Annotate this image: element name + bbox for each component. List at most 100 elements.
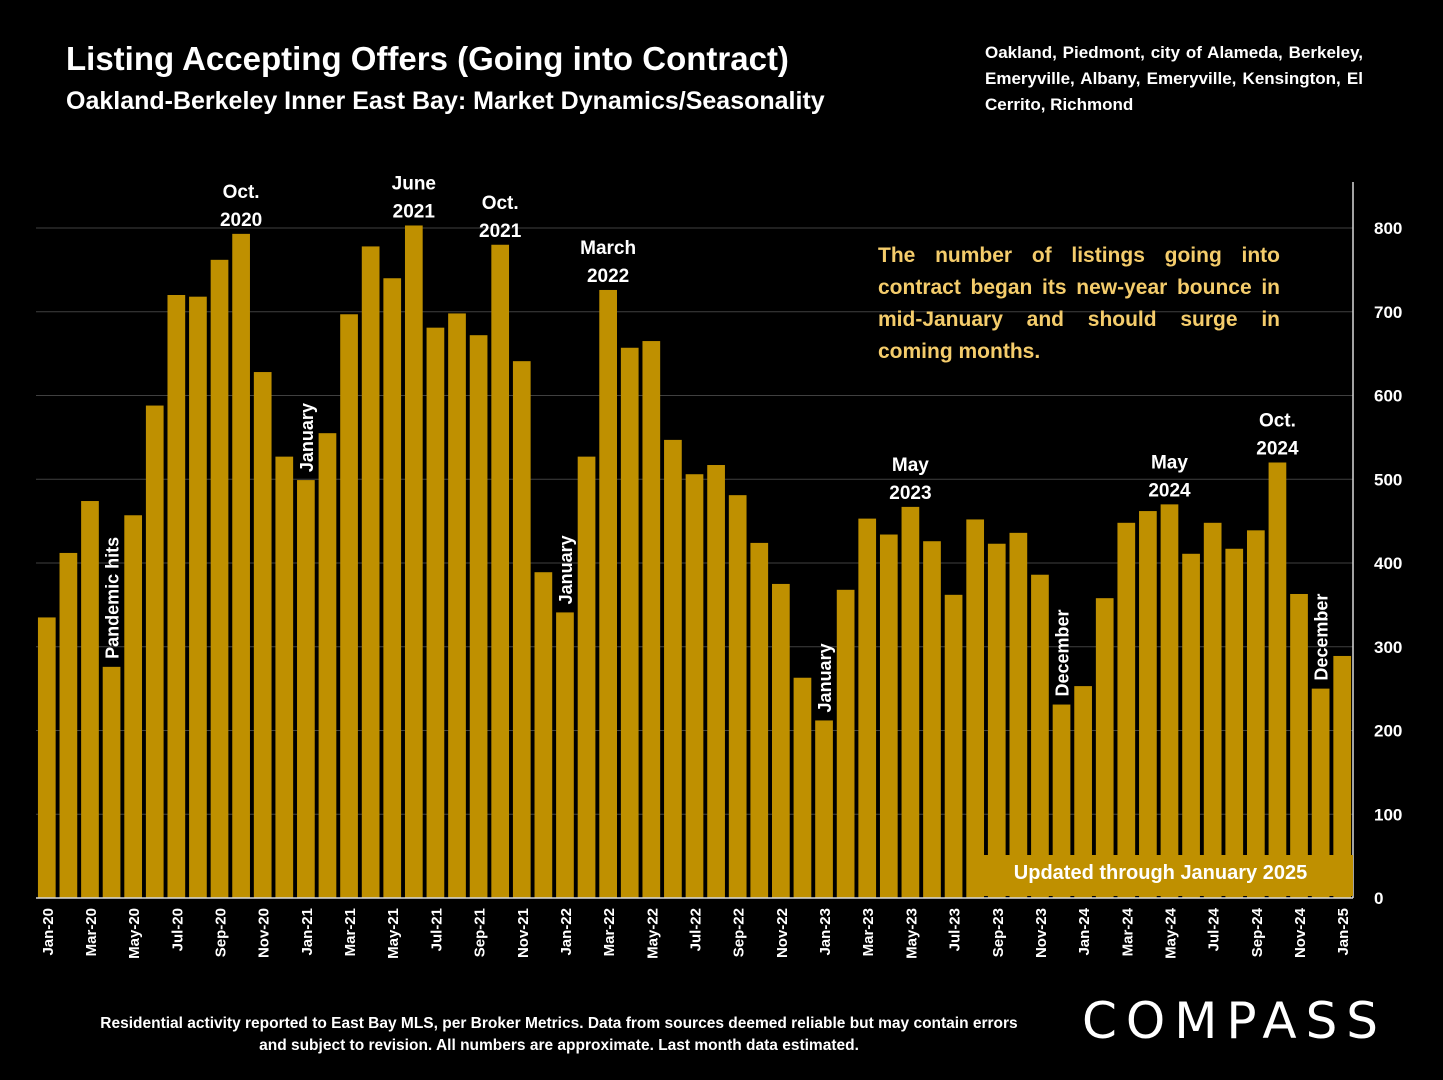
bar-Jan-20 — [37, 617, 56, 898]
y-tick-label: 500 — [1374, 470, 1402, 489]
x-tick-label: Nov-24 — [1292, 907, 1309, 958]
x-tick-label: Jul-23 — [947, 908, 964, 951]
annotation-label: June 2021 — [392, 173, 436, 222]
bar-Aug-22 — [707, 465, 725, 898]
bar-Apr-20 — [102, 666, 121, 898]
x-tick-label: Sep-24 — [1249, 907, 1266, 957]
bar-Nov-20 — [253, 372, 272, 898]
x-tick-label: Jan-20 — [40, 908, 57, 956]
bar-Oct-23 — [1009, 532, 1028, 898]
bar-Jul-24 — [1203, 522, 1222, 898]
y-tick-label: 100 — [1374, 805, 1402, 824]
y-tick-label: 0 — [1374, 889, 1383, 908]
annotation-label: Oct. 2024 — [1256, 411, 1299, 460]
bar-Jun-24 — [1182, 553, 1200, 898]
bar-Jul-22 — [685, 474, 704, 898]
bar-Dec-21 — [534, 572, 553, 898]
bar-May-20 — [124, 515, 143, 898]
bar-May-24 — [1160, 504, 1179, 898]
x-tick-label: Jan-22 — [558, 908, 575, 956]
callout-text: The number of listings going into contra… — [878, 244, 1280, 363]
y-tick-label: 400 — [1374, 554, 1402, 573]
bar-Jun-21 — [404, 225, 423, 899]
bar-Jul-23 — [944, 594, 963, 898]
annotation-label: Oct. 2020 — [220, 182, 262, 231]
x-tick-label: Jul-22 — [688, 908, 705, 951]
bar-Apr-22 — [620, 347, 639, 898]
bar-Mar-22 — [599, 289, 617, 899]
x-tick-label: May-24 — [1162, 907, 1179, 959]
annotations: Pandemic hits Oct. 2020 January June 2021 Oct.… — [103, 173, 1332, 712]
bar-Aug-24 — [1225, 548, 1244, 898]
bar-Sep-24 — [1246, 530, 1265, 898]
annotation-label: January — [297, 403, 317, 472]
bar-Feb-23 — [836, 589, 855, 898]
bar-Jan-24 — [1074, 686, 1092, 898]
bar-Aug-20 — [189, 296, 207, 898]
bar-Dec-20 — [275, 456, 294, 898]
annotation-label: December — [1053, 609, 1073, 696]
x-tick-label: Nov-20 — [256, 908, 273, 958]
annotation-label: Pandemic hits — [103, 537, 123, 659]
bar-Nov-24 — [1290, 593, 1308, 898]
bar-Apr-23 — [879, 534, 898, 898]
bar-Feb-21 — [318, 433, 337, 898]
bar-Feb-24 — [1095, 598, 1114, 898]
x-tick-label: Sep-20 — [213, 908, 230, 957]
y-tick-label: 200 — [1374, 722, 1402, 741]
annotation-label: March 2022 — [580, 238, 636, 287]
bar-Aug-21 — [448, 313, 466, 898]
bar-Mar-20 — [81, 501, 99, 898]
y-axis: 0 100 200 300 400 500 600 700 800 — [36, 182, 1402, 908]
footnote: Residential activity reported to East Ba… — [100, 1015, 1018, 1054]
bar-Nov-21 — [512, 361, 531, 899]
x-tick-label: Sep-22 — [731, 908, 748, 957]
bar-Jan-25 — [1333, 655, 1352, 898]
x-tick-label: Sep-21 — [472, 908, 489, 957]
compass-logo: COMPASS — [1082, 992, 1388, 1050]
y-tick-label: 800 — [1374, 219, 1402, 238]
x-tick-label: Mar-23 — [860, 908, 877, 956]
x-tick-label: Jan-24 — [1076, 907, 1093, 955]
x-tick-label: Jan-23 — [817, 908, 834, 956]
x-tick-label: Jan-25 — [1335, 908, 1352, 956]
bar-Mar-23 — [858, 518, 877, 898]
chart-title: Listing Accepting Offers (Going into Con… — [66, 40, 789, 77]
bar-Apr-24 — [1139, 511, 1157, 898]
annotation-label: January — [815, 643, 835, 712]
bar-Apr-21 — [361, 246, 380, 899]
bar-Oct-21 — [491, 244, 510, 898]
bar-Jun-22 — [664, 439, 682, 898]
bar-Feb-22 — [577, 456, 596, 898]
bar-May-22 — [642, 341, 661, 898]
bars — [37, 225, 1352, 899]
x-tick-label: Jan-21 — [299, 908, 316, 956]
x-tick-label: Nov-22 — [774, 908, 791, 958]
bar-Dec-22 — [793, 677, 812, 898]
bar-Dec-24 — [1311, 688, 1330, 898]
bar-Sep-23 — [987, 543, 1006, 898]
bar-Jul-20 — [167, 295, 186, 898]
y-tick-label: 300 — [1374, 638, 1402, 657]
bar-Jan-23 — [815, 720, 833, 898]
updated-banner — [968, 855, 1353, 896]
bar-Oct-20 — [232, 233, 250, 899]
bar-Oct-24 — [1268, 462, 1287, 898]
annotation-label: January — [556, 535, 576, 604]
annotation-label: Oct. 2021 — [479, 193, 522, 242]
x-tick-label: Mar-22 — [601, 908, 618, 956]
bar-Dec-23 — [1052, 704, 1071, 898]
chart-subtitle: Oakland-Berkeley Inner East Bay: Market … — [66, 87, 825, 115]
annotation-label: May 2023 — [889, 455, 931, 504]
x-tick-label: Mar-24 — [1119, 907, 1136, 956]
x-tick-label: May-21 — [385, 908, 402, 959]
bar-Jun-20 — [145, 405, 164, 898]
bar-May-21 — [383, 278, 402, 898]
x-tick-label: Sep-23 — [990, 908, 1007, 957]
bar-Nov-22 — [772, 583, 790, 898]
bar-Sep-20 — [210, 259, 229, 898]
bar-Mar-24 — [1117, 522, 1136, 898]
bar-Sep-22 — [728, 495, 747, 898]
bar-May-23 — [901, 506, 920, 898]
